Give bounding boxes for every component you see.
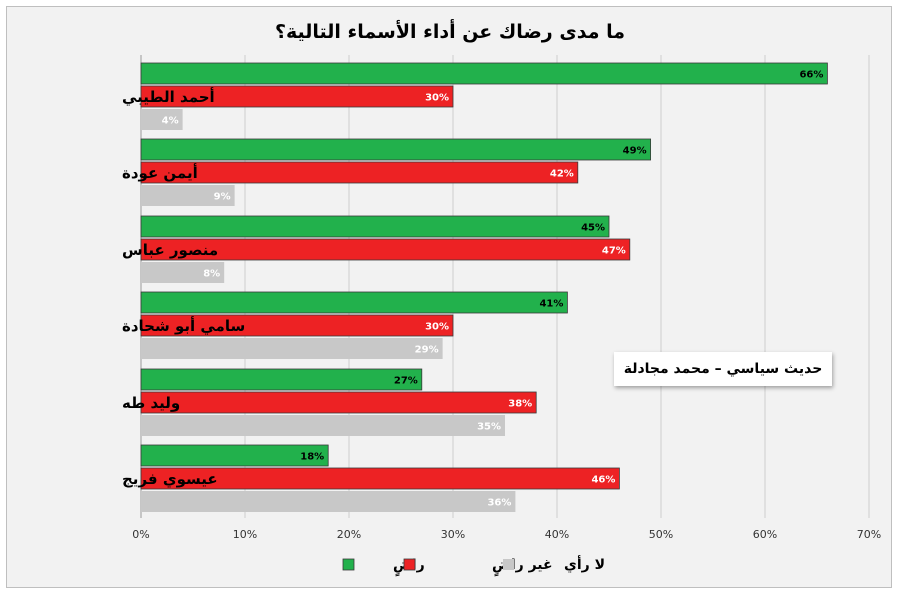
bar — [140, 467, 620, 490]
bar — [140, 62, 828, 85]
category-label: أحمد الطيبي — [122, 87, 215, 106]
gridlines — [140, 55, 870, 518]
bar — [140, 238, 631, 261]
x-tick-label: 30% — [441, 528, 465, 541]
x-tick-label: 40% — [545, 528, 569, 541]
x-tick-label: 20% — [337, 528, 361, 541]
bar — [141, 338, 443, 359]
data-label: 36% — [487, 498, 511, 509]
legend-swatch — [403, 558, 416, 571]
bar — [140, 138, 652, 161]
bars — [140, 62, 828, 512]
data-label: 45% — [581, 223, 605, 234]
x-tick-label: 70% — [857, 528, 881, 541]
legend-label: لا رأي — [564, 555, 605, 574]
legend-label: غير راضٍ — [492, 557, 553, 577]
bar — [141, 491, 516, 512]
data-label: 30% — [425, 93, 449, 104]
category-label: سامي أبو شحادة — [122, 316, 245, 335]
bar — [141, 185, 235, 206]
bar — [140, 291, 568, 314]
category-labels: أحمد الطيبي أيمن عودة منصور عباس سامي أبو ش… — [122, 87, 245, 489]
bar — [140, 391, 537, 414]
x-axis-ticks: 0% 10% 20% 30% 40% 50% 60% 70% — [132, 528, 881, 541]
data-label: 4% — [162, 116, 179, 127]
legend-swatch — [342, 558, 355, 571]
bar — [141, 109, 183, 130]
legend-swatch — [503, 559, 514, 570]
data-label: 29% — [415, 345, 439, 356]
source-note: حديث سياسي – محمد مجادلة — [614, 352, 832, 386]
data-label: 49% — [623, 146, 647, 157]
data-label: 66% — [799, 70, 823, 81]
x-tick-label: 60% — [753, 528, 777, 541]
bar — [140, 314, 454, 337]
bar — [140, 444, 329, 467]
bar — [140, 85, 454, 108]
data-label: 47% — [602, 246, 626, 257]
bar — [140, 161, 579, 184]
x-tick-label: 10% — [233, 528, 257, 541]
x-tick-label: 50% — [649, 528, 673, 541]
data-label: 41% — [539, 299, 563, 310]
data-label: 38% — [508, 399, 532, 410]
data-label: 46% — [591, 475, 615, 486]
data-label: 42% — [550, 169, 574, 180]
category-label: منصور عباس — [122, 241, 218, 259]
bar — [140, 215, 610, 238]
x-tick-label: 0% — [132, 528, 149, 541]
data-label: 30% — [425, 322, 449, 333]
category-label: وليد طه — [122, 394, 180, 412]
bar — [140, 368, 423, 391]
chart-title: ما مدى رضاك عن أداء الأسماء التالية؟ — [275, 19, 625, 43]
data-label: 18% — [300, 452, 324, 463]
data-label: 9% — [214, 192, 231, 203]
data-label: 27% — [394, 376, 418, 387]
data-labels: 66% 30% 4% 49% 42% 9% 45% 47% 8% 41% 30% 29% 27% 38% 3… — [162, 70, 824, 509]
bar — [141, 262, 225, 283]
category-label: أيمن عودة — [122, 163, 198, 182]
data-label: 8% — [203, 269, 220, 280]
bar — [141, 415, 505, 436]
category-label: عيسوي فريج — [122, 470, 218, 489]
data-label: 35% — [477, 422, 501, 433]
legend: راضٍغير راضٍلا رأي — [342, 555, 605, 577]
